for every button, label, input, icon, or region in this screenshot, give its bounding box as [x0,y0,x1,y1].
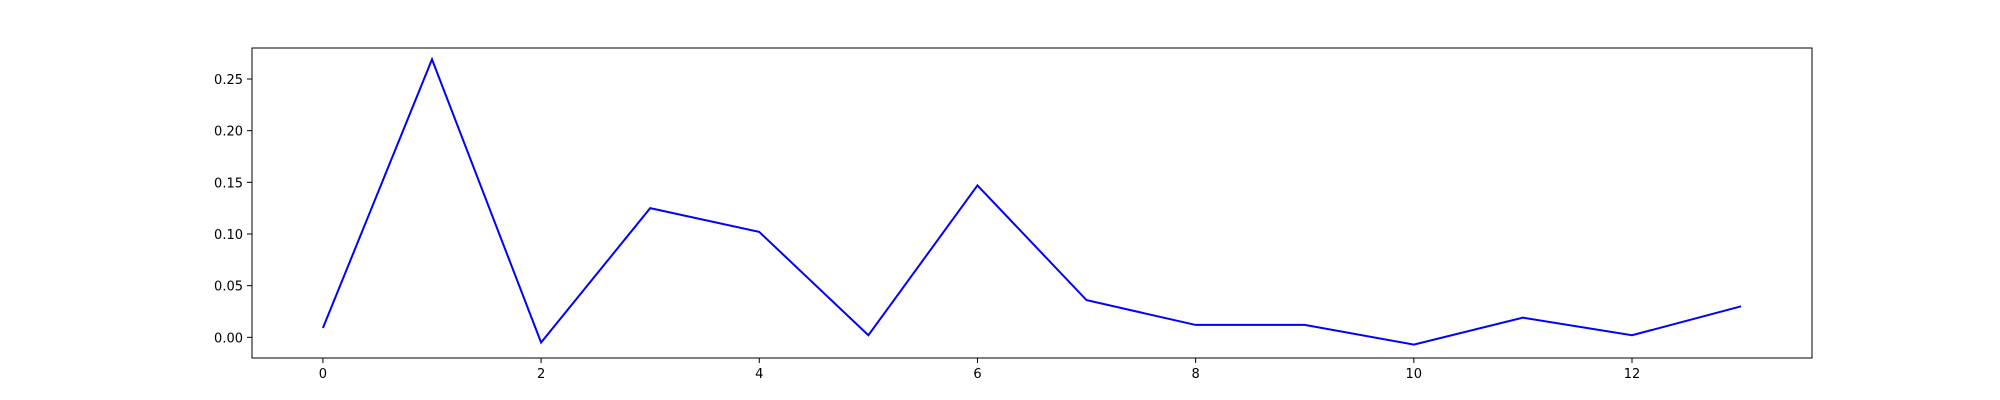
x-axis: 0 2 4 6 8 10 12 [319,358,1641,382]
x-tick-label: 10 [1406,367,1423,382]
y-axis: 0.00 0.05 0.10 0.15 0.20 0.25 [214,73,252,346]
series-line [321,56,1742,346]
y-tick-label: 0.10 [214,228,243,243]
x-tick-label: 8 [1191,367,1199,382]
y-tick-label: 0.20 [214,125,243,140]
y-tick-label: 0.00 [214,331,243,346]
axes-frame [251,47,1813,359]
x-tick-label: 6 [973,367,981,382]
y-tick-label: 0.25 [214,73,243,88]
x-tick-label: 2 [537,367,545,382]
x-tick-label: 12 [1624,367,1641,382]
x-tick-label: 4 [755,367,763,382]
y-tick-label: 0.15 [214,176,243,191]
plot-area [321,56,1742,346]
x-tick-label: 0 [319,367,327,382]
y-tick-label: 0.05 [214,280,243,295]
